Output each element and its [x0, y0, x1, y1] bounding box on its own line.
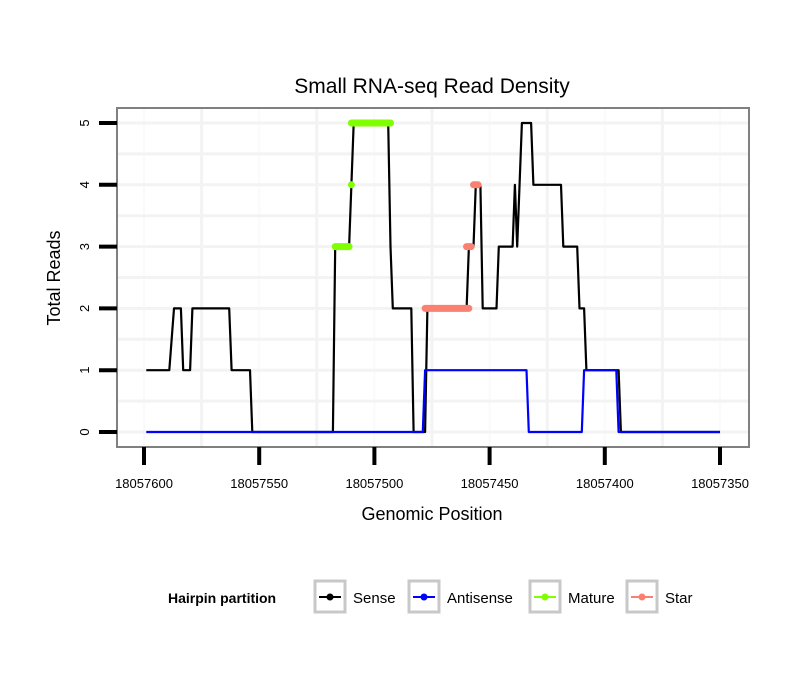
legend-key-point [541, 593, 549, 601]
x-tick-label: 18057550 [230, 476, 288, 491]
chart-title: Small RNA-seq Read Density [294, 75, 570, 98]
x-tick-label: 18057400 [576, 476, 634, 491]
x-tick-label: 18057450 [461, 476, 519, 491]
y-tick-label: 5 [77, 119, 92, 126]
legend-label: Mature [568, 590, 615, 607]
legend: Hairpin partition Sense Antisense Mature St… [168, 579, 693, 614]
y-tick-label: 2 [77, 305, 92, 312]
legend-title: Hairpin partition [168, 590, 276, 606]
legend-key-point [326, 593, 334, 601]
y-tick-label: 4 [77, 181, 92, 188]
y-tick-label: 1 [77, 367, 92, 374]
legend-item-star[interactable]: Star [625, 579, 693, 614]
y-tick-label: 3 [77, 243, 92, 250]
legend-key-point [420, 593, 428, 601]
legend-item-sense[interactable]: Sense [313, 579, 396, 614]
legend-label: Sense [353, 590, 396, 607]
series-layer [146, 119, 720, 434]
plot-panel-border [116, 107, 750, 448]
legend-label: Star [665, 590, 693, 607]
legend-key-point [638, 593, 646, 601]
series-line-antisense [146, 369, 720, 434]
y-axis-label: Total Reads [44, 230, 64, 325]
x-axis-label: Genomic Position [361, 504, 502, 524]
x-tick-label: 18057600 [115, 476, 173, 491]
legend-item-antisense[interactable]: Antisense [407, 579, 513, 614]
y-tick-label: 0 [77, 428, 92, 435]
x-tick-label: 18057350 [691, 476, 749, 491]
axes: 0 1 2 3 4 5 18057600 18057550 18057500 18057450 18… [77, 119, 749, 491]
legend-item-mature[interactable]: Mature [528, 579, 615, 614]
x-tick-label: 18057500 [345, 476, 403, 491]
legend-label: Antisense [447, 590, 513, 607]
